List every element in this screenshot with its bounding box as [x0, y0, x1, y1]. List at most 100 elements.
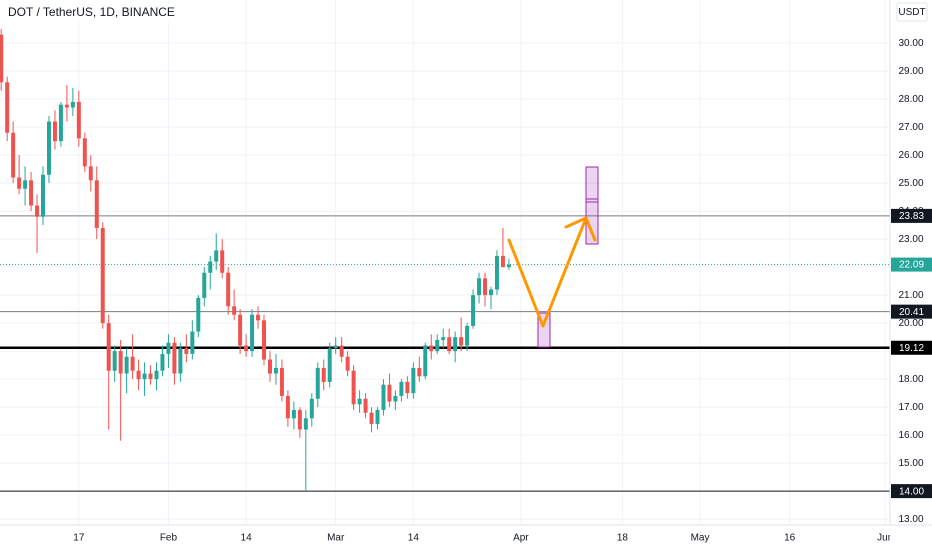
x-tick-label: 17: [73, 533, 85, 544]
price-lines: [0, 215, 890, 492]
candle-body: [94, 180, 99, 228]
candle-body: [297, 409, 302, 430]
candle-body: [303, 418, 308, 430]
candle-body: [35, 205, 40, 217]
candle-body: [262, 320, 267, 360]
x-tick-label: May: [691, 533, 710, 544]
y-tick-label: 23.00: [898, 234, 923, 245]
price-label-box: [891, 304, 932, 319]
candle-body: [459, 337, 464, 346]
candle-body: [76, 101, 81, 139]
candle-body: [46, 121, 51, 175]
y-tick-label: 28.00: [898, 94, 923, 105]
y-tick-label: 20.00: [898, 318, 923, 329]
candle-body: [29, 180, 34, 206]
candle-body: [88, 166, 93, 181]
x-tick-label: 14: [408, 533, 420, 544]
candle-body: [220, 250, 225, 273]
candle-body: [124, 356, 129, 374]
price-label: 22.09: [899, 260, 924, 271]
candle-body: [41, 174, 46, 217]
candle-body: [369, 412, 374, 424]
candle-body: [381, 384, 386, 410]
price-label: 19.12: [899, 343, 924, 354]
x-tick-label: Feb: [160, 533, 178, 544]
candle-body: [399, 381, 404, 396]
y-tick-label: 25.00: [898, 178, 923, 189]
candle-body: [477, 278, 482, 296]
candle-body: [441, 337, 446, 340]
candle-body: [238, 314, 243, 346]
y-tick-label: 13.00: [898, 514, 923, 525]
candles: [0, 29, 511, 492]
candle-body: [357, 398, 362, 405]
candle-body: [148, 373, 153, 380]
price-label: 14.00: [899, 486, 924, 497]
projection-arrow: [507, 216, 588, 328]
candle-body: [166, 342, 171, 354]
price-label-box: [891, 484, 932, 499]
candle-body: [273, 367, 278, 374]
candle-body: [172, 342, 177, 374]
candle-body: [393, 395, 398, 402]
candle-body: [500, 255, 505, 268]
candle-body: [453, 337, 458, 352]
candle-body: [190, 331, 195, 354]
candle-body: [208, 261, 213, 273]
candle-body: [142, 373, 147, 380]
candle-body: [64, 104, 69, 108]
candle-body: [17, 177, 22, 189]
candle-body: [339, 345, 344, 357]
y-tick-label: 29.00: [898, 66, 923, 77]
candle-body: [494, 255, 499, 290]
candle-body: [363, 398, 368, 413]
candle-body: [5, 82, 10, 133]
currency: USDT: [898, 7, 925, 18]
x-tick-label: Jun: [877, 533, 893, 544]
candle-body: [202, 272, 207, 298]
candle-body: [52, 121, 57, 142]
y-tick-label: 18.00: [898, 374, 923, 385]
x-tick-label: Apr: [513, 533, 529, 544]
currency-box: [896, 2, 928, 22]
candle-body: [130, 356, 135, 371]
y-tick-label: 15.00: [898, 458, 923, 469]
y-tick-label: 17.00: [898, 402, 923, 413]
candle-body: [70, 101, 75, 108]
candle-body: [506, 264, 511, 268]
candle-body: [178, 348, 183, 374]
x-tick-label: 14: [241, 533, 253, 544]
candle-body: [82, 138, 87, 167]
candle-body: [345, 356, 350, 371]
candle-body: [327, 348, 332, 382]
candle-body: [309, 398, 314, 419]
price-axis-panel: [890, 0, 932, 550]
price-label-box: [891, 208, 932, 223]
candle-body: [23, 180, 28, 189]
y-tick-label: 27.00: [898, 122, 923, 133]
candle-body: [136, 370, 141, 380]
candle-body: [471, 295, 476, 326]
candle-body: [375, 409, 380, 424]
arrow-head: [564, 216, 597, 242]
candle-body: [184, 348, 189, 354]
candle-body: [405, 381, 410, 394]
candle-body: [0, 34, 4, 83]
price-label-box: [891, 257, 932, 272]
candle-body: [232, 306, 237, 315]
y-tick-label: 30.00: [898, 38, 923, 49]
candle-body: [465, 325, 470, 346]
y-tick-label: 16.00: [898, 430, 923, 441]
price-label-box: [891, 340, 932, 355]
candle-body: [291, 409, 296, 419]
candle-body: [100, 227, 105, 324]
y-tick-label: 21.00: [898, 290, 923, 301]
grid: [0, 0, 890, 525]
candle-body: [214, 250, 219, 262]
price-label: 20.41: [899, 307, 924, 318]
candle-body: [488, 289, 493, 296]
candle-body: [244, 345, 249, 352]
candle-body: [267, 359, 272, 374]
